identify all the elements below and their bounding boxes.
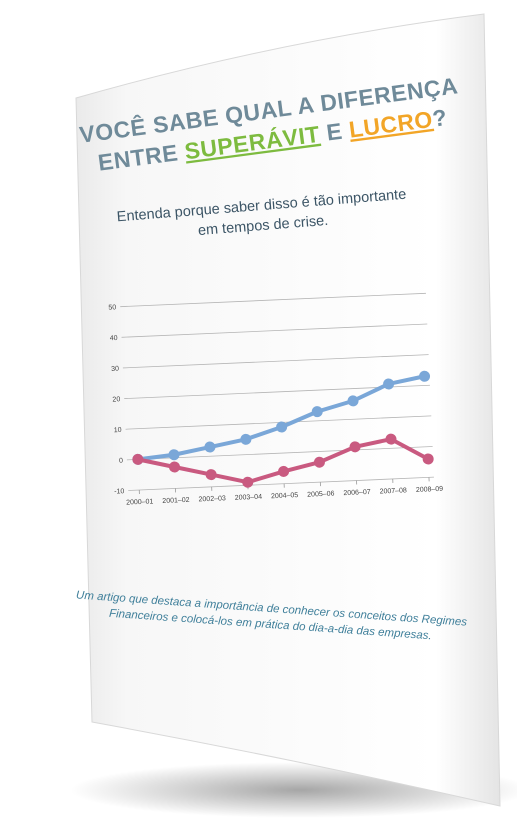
x-tick-label: 2000–01 [126, 498, 154, 506]
data-point [204, 441, 216, 453]
x-tick-label: 2004–05 [271, 492, 299, 500]
data-point [383, 378, 395, 390]
data-point [276, 421, 288, 433]
title-part: E [318, 117, 351, 147]
y-tick-label: 20 [112, 396, 120, 403]
y-tick-label: 0 [119, 458, 123, 465]
grid-line [122, 354, 429, 369]
data-point [349, 441, 361, 453]
y-tick-label: 30 [111, 366, 119, 373]
data-point [419, 370, 431, 382]
x-tick-label: 2006–07 [343, 489, 371, 497]
data-point [422, 453, 434, 465]
x-tick-label: 2008–09 [416, 486, 444, 494]
data-point [242, 476, 254, 488]
chart: -10 0 10 20 30 40 50 2000–01 2001–02 2002–03 2003–… [108, 292, 444, 507]
grid-line [121, 323, 428, 338]
data-point [313, 456, 325, 468]
data-point [132, 453, 144, 465]
x-tick-label: 2005–06 [307, 491, 335, 499]
data-point [169, 461, 181, 473]
title-part: ? [431, 104, 449, 132]
data-point [385, 433, 397, 445]
x-tick-label: 2007–08 [380, 487, 408, 495]
page [75, 13, 501, 807]
grid-line [120, 292, 426, 308]
y-tick-label: 40 [110, 335, 118, 342]
data-point [311, 406, 323, 418]
data-point [347, 395, 359, 407]
grid-line [128, 476, 434, 491]
x-tick-label: 2002–03 [198, 495, 226, 503]
x-tick-label: 2001–02 [162, 497, 190, 505]
data-point [168, 449, 180, 461]
y-tick-label: -10 [114, 488, 125, 495]
data-point [278, 465, 290, 477]
data-point [240, 433, 252, 445]
data-point [205, 469, 217, 481]
x-tick-label: 2003–04 [235, 494, 263, 502]
y-tick-label: 50 [108, 304, 116, 311]
y-tick-label: 10 [114, 427, 122, 434]
